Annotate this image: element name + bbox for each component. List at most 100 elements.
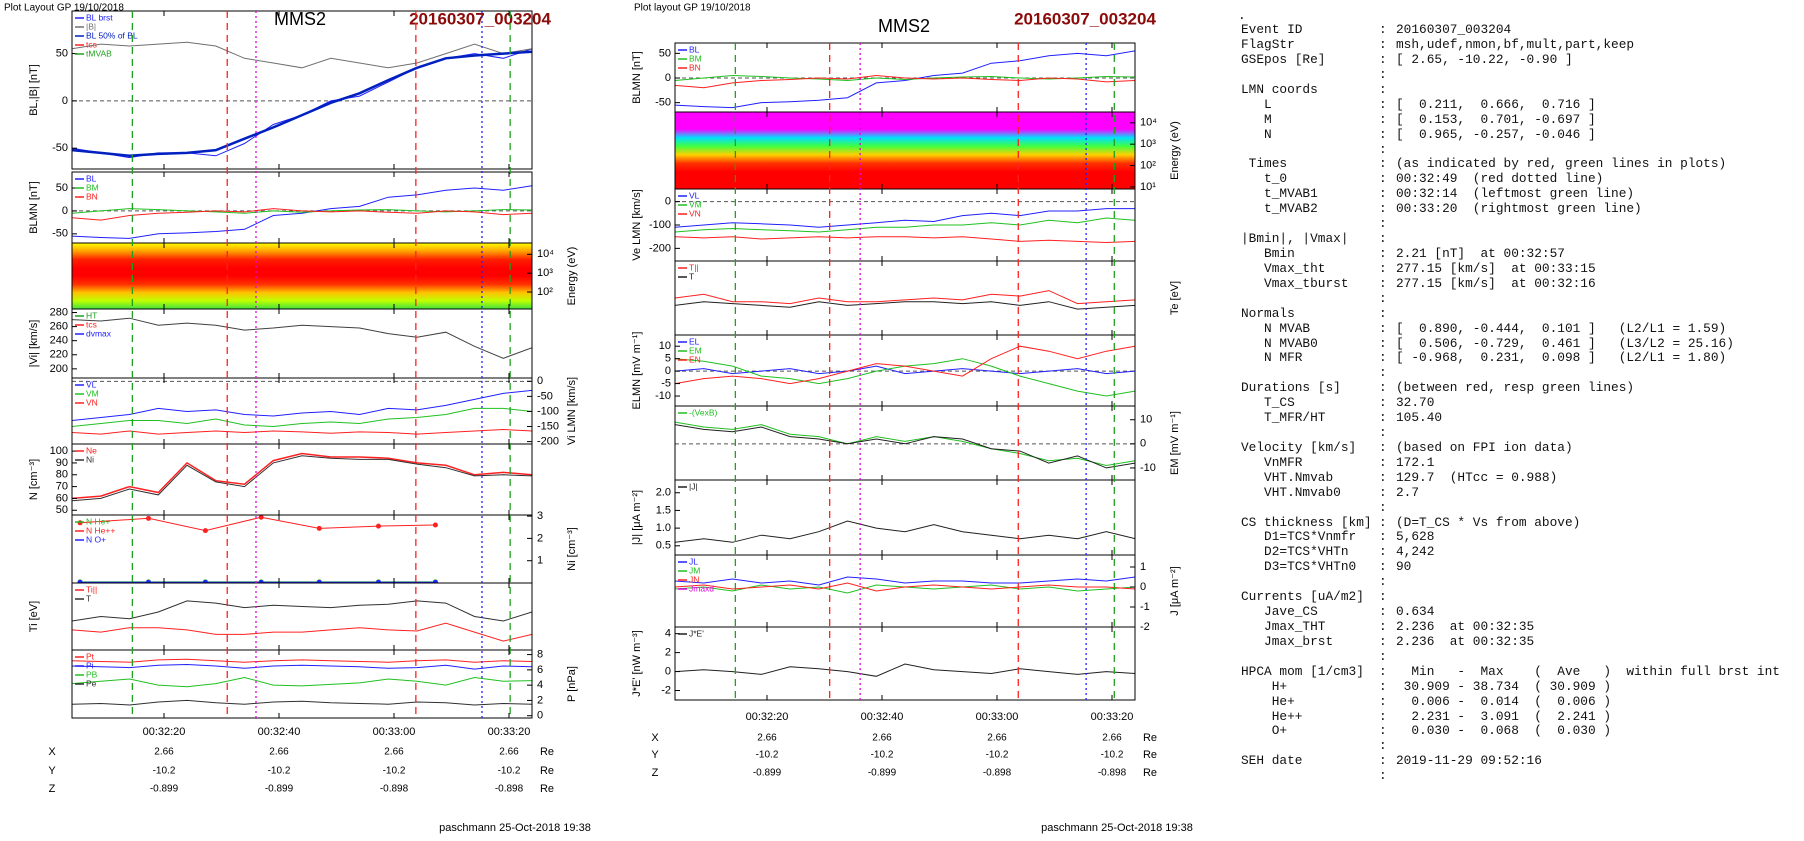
summary-label: Normals: [1241, 305, 1295, 321]
y-axis-label: ELMN [mV m⁻¹]: [631, 332, 643, 410]
legend-label: VN: [86, 397, 98, 407]
summary-label: He++: [1241, 708, 1303, 724]
summary-separator: :: [1379, 156, 1387, 172]
summary-label: Velocity [km/s]: [1241, 439, 1357, 455]
panel: [72, 452, 532, 502]
series-line: [675, 50, 1135, 109]
y-tick-label: -10: [1140, 462, 1156, 474]
y-tick-label: 50: [56, 182, 68, 194]
summary-label: N MVAB: [1241, 320, 1311, 336]
y-tick-label: 240: [50, 335, 68, 347]
series-line: [675, 345, 1135, 385]
y-tick-label: 3: [537, 510, 543, 522]
ephemeris-value: 2.66: [499, 747, 519, 758]
y-axis-label: |Vi| [km/s]: [28, 320, 40, 368]
series-line: [72, 41, 532, 69]
y-tick-label: 10³: [537, 267, 553, 279]
panel: [675, 663, 1135, 677]
series-line: [72, 428, 532, 435]
panel: [72, 658, 532, 706]
y-tick-label: 2: [537, 694, 543, 706]
summary-value: msh,udef,nmon,bf,mult,part,keep: [1396, 37, 1635, 53]
summary-label: N MFR: [1241, 350, 1303, 366]
series-marker: [202, 579, 208, 583]
event-code: 20160307_003204: [1014, 9, 1156, 28]
ephemeris-name: Y: [651, 749, 659, 761]
y-tick-label: 200: [50, 363, 68, 375]
legend-label: BN: [689, 62, 701, 72]
panel: [77, 515, 438, 583]
y-axis-label: Ti [eV]: [28, 601, 40, 632]
y-tick-label: 0: [665, 665, 671, 677]
y-axis-label: Ve LMN [km/s]: [631, 189, 643, 261]
y-tick-label: -150: [537, 420, 559, 432]
legend-label: BL: [86, 173, 97, 183]
y-tick-label: 5: [665, 353, 671, 365]
series-line: [675, 663, 1135, 677]
panel: [72, 317, 532, 359]
ephemeris-value: -10.2: [871, 750, 894, 761]
summary-value: 2.236 at 00:32:35: [1396, 619, 1535, 634]
summary-mark: .: [1238, 7, 1246, 23]
summary-separator: :: [1379, 275, 1387, 291]
x-tick-label: 00:33:20: [1091, 711, 1134, 723]
summary-separator: :: [1379, 96, 1387, 112]
x-tick-label: 00:33:00: [976, 711, 1019, 723]
ephemeris-name: Z: [652, 767, 659, 779]
series-marker: [375, 579, 381, 583]
series-line: [675, 520, 1135, 543]
x-tick-label: 00:32:40: [258, 726, 301, 738]
summary-label: t_0: [1241, 171, 1288, 187]
y-axis-label: N [cm⁻³]: [28, 459, 40, 500]
summary-separator: :: [1379, 395, 1387, 411]
summary-label: N MVAB0: [1241, 335, 1318, 351]
summary-label: CS thickness [km]: [1241, 514, 1372, 530]
y-tick-label: 1.5: [656, 504, 671, 516]
series-line: [72, 676, 532, 688]
y-tick-label: 10: [1140, 414, 1152, 426]
series-marker: [375, 523, 381, 529]
y-tick-label: -200: [649, 242, 671, 254]
series-line: [675, 208, 1135, 228]
legend-label: VL: [86, 379, 97, 389]
legend-label: Pe: [86, 678, 97, 688]
plot-title: MMS2: [274, 9, 326, 29]
summary-label: LMN coords: [1241, 81, 1318, 97]
summary-separator: :: [1379, 111, 1387, 127]
y-axis-label: Vi LMN [km/s]: [566, 377, 578, 445]
panel: [675, 576, 1135, 594]
ephemeris-value: -0.898: [495, 784, 524, 795]
summary-value: 00:33:20 (rightmost green line): [1396, 201, 1642, 217]
summary-separator: :: [1379, 633, 1387, 649]
summary-label: Bmin: [1241, 246, 1295, 261]
legend-label: VN: [689, 208, 701, 218]
legend-label: PB: [86, 669, 98, 679]
panel: [72, 380, 532, 435]
legend-label: JL: [689, 556, 698, 566]
series-line: [72, 185, 532, 239]
summary-separator: :: [1379, 350, 1387, 366]
legend-label: BM: [86, 182, 99, 192]
ephemeris-unit: Re: [540, 783, 554, 795]
summary-label: He+: [1241, 693, 1295, 709]
series-line: [675, 236, 1135, 244]
summary-label: VHT.Nmvab0: [1241, 484, 1341, 500]
summary-value: 129.7 (HTcc = 0.988): [1396, 469, 1558, 485]
y-tick-label: 50: [659, 47, 671, 59]
y-tick-label: 1: [1140, 561, 1146, 573]
panel: [72, 243, 532, 309]
summary-separator: :: [1379, 290, 1387, 306]
x-tick-label: 00:33:20: [488, 726, 531, 738]
summary-separator: :: [1379, 52, 1387, 68]
summary-label: t_MVAB2: [1241, 201, 1318, 217]
y-axis-label: EM [mV m⁻¹]: [1169, 411, 1181, 475]
summary-value: [ 0.211, 0.666, 0.716 ]: [1396, 96, 1596, 112]
legend-label: BM: [689, 53, 702, 63]
series-line: [675, 74, 1135, 89]
y-tick-label: 0: [62, 95, 68, 107]
y-tick-label: 100: [50, 445, 68, 457]
summary-value: [ -0.968, 0.231, 0.098 ] (L2/L1 = 1.80): [1396, 350, 1727, 366]
summary-value: [ 0.890, -0.444, 0.101 ] (L2/L1 = 1.59): [1396, 320, 1727, 336]
y-tick-label: 220: [50, 349, 68, 361]
